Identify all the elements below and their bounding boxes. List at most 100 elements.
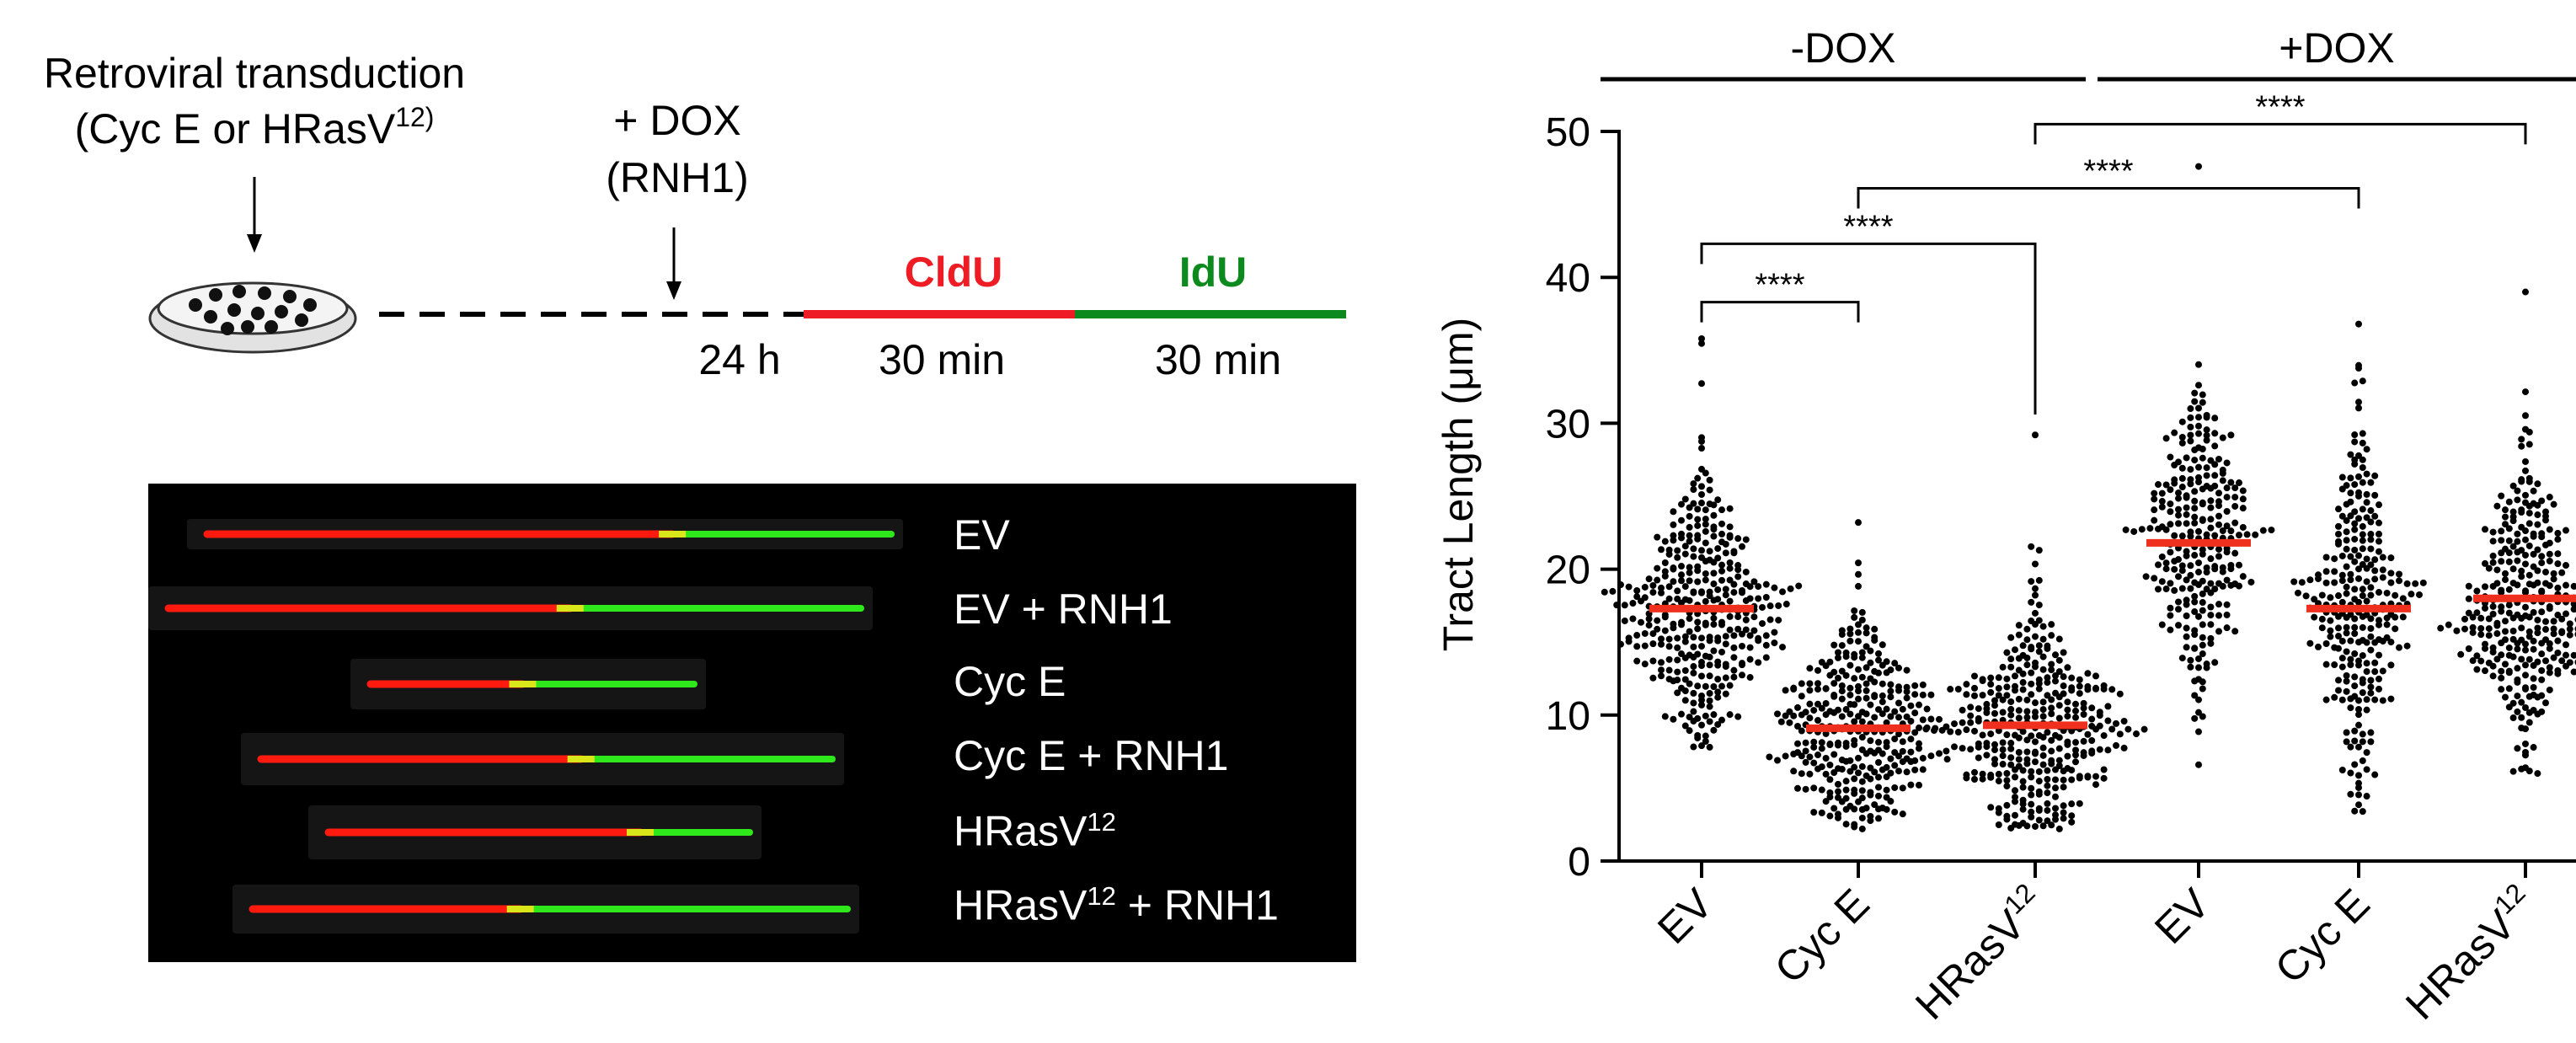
data-point (1895, 699, 1902, 707)
data-point (1822, 798, 1830, 805)
data-point (2295, 589, 2301, 596)
data-point (2055, 757, 2063, 764)
data-point (2012, 787, 2018, 794)
data-point (2457, 650, 2465, 658)
data-point (2355, 575, 2362, 582)
data-point (2151, 495, 2158, 503)
data-point (2563, 562, 2569, 570)
data-point (2092, 773, 2099, 780)
data-point (2493, 566, 2501, 574)
fiber-label-cyce-rnh1: Cyc E + RNH1 (954, 732, 1229, 779)
data-point (2367, 518, 2375, 526)
data-point (2367, 531, 2375, 538)
data-point (2187, 571, 2194, 579)
data-point (1702, 539, 1709, 547)
data-point (1863, 805, 1870, 812)
data-point (1726, 559, 1734, 566)
data-point (2076, 690, 2083, 698)
data-point (2343, 738, 2350, 746)
data-point (1678, 577, 1685, 585)
data-point (2178, 418, 2186, 425)
data-point (2534, 770, 2541, 778)
data-point (2052, 677, 2059, 685)
data-point (2178, 484, 2186, 491)
data-point (1855, 519, 1862, 527)
data-point (2469, 623, 2477, 631)
data-point (1759, 620, 1766, 628)
data-point (1835, 810, 1841, 818)
data-point (2268, 527, 2275, 534)
data-point (2012, 672, 2018, 680)
data-point (2044, 800, 2051, 807)
data-point (1746, 644, 1754, 651)
data-point (2387, 554, 2395, 562)
data-point (1842, 786, 1850, 794)
data-point (2376, 589, 2382, 596)
data-point (2399, 613, 2407, 621)
data-point (1891, 808, 1899, 816)
data-point (2522, 640, 2529, 648)
data-point (1810, 707, 1818, 714)
data-point (2412, 580, 2419, 587)
data-point (2223, 624, 2231, 632)
data-point (1795, 582, 1803, 590)
data-point (2343, 482, 2350, 489)
data-point (2019, 767, 2027, 774)
data-point (1686, 564, 1693, 571)
data-point (2215, 512, 2222, 520)
data-point (1903, 666, 1911, 674)
data-point (2343, 729, 2350, 736)
data-point (2376, 519, 2382, 527)
data-point (2035, 547, 2043, 554)
y-axis-label: Tract Length (μm) (1435, 318, 1482, 652)
data-point (2570, 651, 2576, 659)
data-point (2003, 770, 2011, 778)
data-point (1991, 697, 1998, 704)
data-point (1975, 754, 1982, 762)
data-point (2183, 454, 2190, 462)
data-point (2514, 676, 2521, 683)
data-point (1698, 547, 1705, 554)
data-point (1991, 756, 1998, 763)
data-point (2076, 682, 2083, 690)
data-point (1903, 755, 1911, 762)
data-point (2096, 722, 2103, 730)
data-point (1855, 713, 1862, 720)
data-point (1633, 586, 1641, 594)
data-point (1661, 538, 1669, 545)
data-point (2477, 631, 2485, 639)
data-point (2525, 571, 2533, 579)
data-point (1638, 618, 1644, 626)
data-point (2044, 817, 2051, 825)
data-point (1706, 500, 1713, 508)
data-point (2550, 654, 2557, 661)
data-point (1903, 694, 1911, 702)
data-point (2550, 500, 2557, 508)
data-point (1739, 543, 1745, 550)
data-point (1916, 740, 1922, 747)
data-point (2012, 811, 2018, 819)
data-point (1698, 465, 1705, 473)
data-point (1686, 512, 1693, 520)
data-point (2171, 586, 2178, 594)
data-point (2347, 743, 2354, 751)
data-point (1730, 589, 1738, 596)
data-point (2363, 446, 2370, 453)
data-point (1726, 711, 1734, 719)
data-point (2028, 791, 2035, 799)
data-point (1858, 654, 1866, 661)
experiment-schematic: Retroviral transduction (Cyc E or HRasV1… (44, 50, 1346, 383)
data-point (2514, 557, 2521, 564)
data-point (2195, 463, 2202, 471)
data-point (2113, 719, 2119, 727)
data-point (2211, 586, 2219, 593)
data-point (2546, 557, 2553, 564)
schematic-title-line1: Retroviral transduction (44, 50, 465, 97)
data-point (2566, 625, 2573, 633)
data-point (2072, 746, 2079, 754)
data-point (2522, 764, 2529, 772)
data-point (2116, 730, 2124, 738)
data-point (2167, 604, 2174, 612)
data-point (1835, 706, 1841, 714)
data-point (2064, 698, 2071, 706)
